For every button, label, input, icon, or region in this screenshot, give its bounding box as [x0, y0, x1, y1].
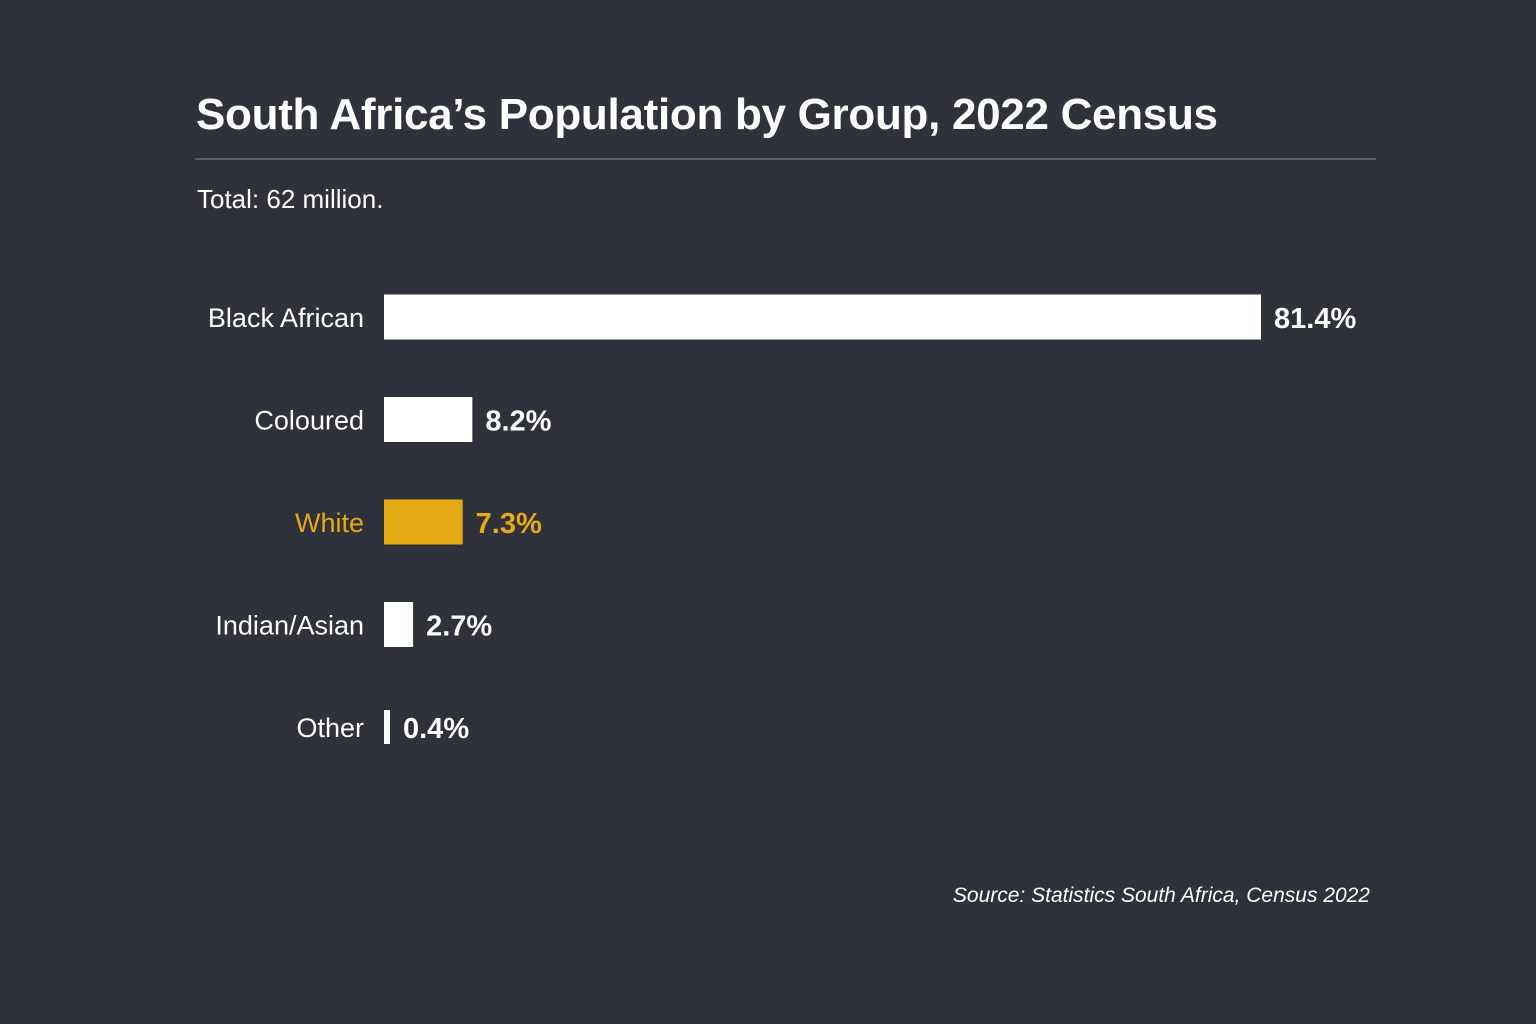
category-label: Black African	[208, 303, 364, 333]
value-label: 0.4%	[403, 713, 469, 745]
value-label: 8.2%	[485, 406, 551, 438]
bar-row-coloured: Coloured 8.2%	[254, 397, 552, 442]
bar-row-black-african: Black African 81.4%	[208, 294, 1356, 340]
bar	[384, 602, 414, 647]
bar-row-indian-asian: Indian/Asian 2.7%	[215, 602, 492, 647]
category-label: Coloured	[254, 406, 364, 436]
chart-title: South Africa’s Population by Group, 2022…	[196, 90, 1218, 139]
bar	[384, 499, 463, 545]
category-label: Other	[296, 713, 364, 743]
bar-row-other: Other 0.4%	[296, 710, 469, 745]
value-label: 2.7%	[426, 611, 492, 643]
category-label: White	[295, 508, 364, 538]
value-label: 81.4%	[1274, 303, 1356, 335]
source-note: Source: Statistics South Africa, Census …	[952, 884, 1370, 907]
bar-row-white: White 7.3%	[295, 499, 542, 545]
chart-subtitle: Total: 62 million.	[197, 184, 384, 214]
title-divider	[195, 158, 1376, 160]
bar	[384, 397, 473, 442]
bar	[384, 294, 1261, 340]
value-label: 7.3%	[476, 508, 542, 540]
bar	[384, 710, 390, 744]
category-label: Indian/Asian	[215, 611, 364, 641]
